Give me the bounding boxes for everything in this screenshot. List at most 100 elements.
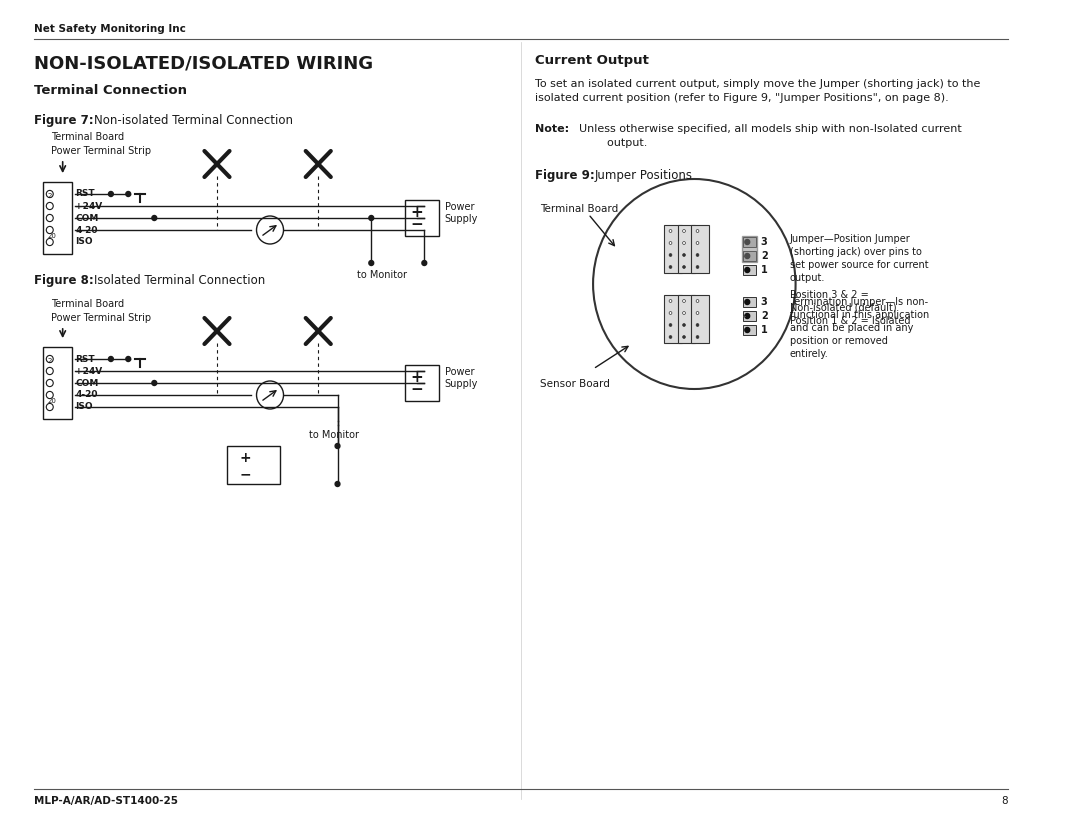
Text: 1: 1 [761,325,768,335]
Text: 20: 20 [48,233,56,239]
Circle shape [683,299,686,303]
Circle shape [745,254,750,259]
Text: Jumper—Position Jumper: Jumper—Position Jumper [789,234,910,244]
Text: Power Terminal Strip: Power Terminal Strip [51,146,151,156]
Bar [43,182,72,254]
Text: Net Safety Monitoring Inc: Net Safety Monitoring Inc [33,24,186,34]
Circle shape [697,299,699,303]
Bar [691,225,708,273]
Text: Position 1 & 2 = Isolated: Position 1 & 2 = Isolated [789,316,910,326]
Text: Isolated Terminal Connection: Isolated Terminal Connection [94,274,265,287]
Circle shape [697,254,699,256]
Text: 2: 2 [761,251,768,261]
Circle shape [697,229,699,233]
Text: Jumper Positions: Jumper Positions [595,169,693,182]
Circle shape [46,379,53,387]
Circle shape [126,192,131,197]
Bar [742,236,757,262]
Circle shape [422,260,427,265]
Text: position or removed: position or removed [789,336,888,346]
Text: +: + [410,370,423,385]
Circle shape [46,226,53,234]
Circle shape [152,380,157,385]
Circle shape [683,312,686,314]
Circle shape [369,215,374,220]
Circle shape [745,239,750,244]
Text: Position 3 & 2 =: Position 3 & 2 = [789,290,868,300]
Bar [664,295,681,343]
Circle shape [46,391,53,399]
Circle shape [126,356,131,361]
Circle shape [697,242,699,244]
Circle shape [670,229,672,233]
Circle shape [46,239,53,245]
Text: to Monitor: to Monitor [309,430,359,440]
Text: RST: RST [76,354,95,364]
Bar [405,200,438,236]
Text: ISO: ISO [76,238,93,247]
Text: Power
Supply: Power Supply [445,202,478,224]
Circle shape [745,314,750,319]
Text: 2: 2 [761,311,768,321]
Text: to Monitor: to Monitor [356,270,407,280]
Text: 3: 3 [761,297,768,307]
Bar [743,297,756,307]
Circle shape [745,299,750,304]
Circle shape [670,265,672,269]
Bar [405,365,438,401]
Circle shape [683,242,686,244]
Text: (shorting jack) over pins to: (shorting jack) over pins to [789,247,921,257]
Text: Terminal Board: Terminal Board [540,204,618,214]
Circle shape [683,265,686,269]
Text: −: − [410,382,423,397]
Circle shape [46,203,53,209]
Text: Termination Jumper—Is non-: Termination Jumper—Is non- [789,297,928,307]
Text: 4-20: 4-20 [76,390,97,399]
Bar [678,295,696,343]
Text: 2: 2 [48,359,52,364]
Text: 3: 3 [761,237,768,247]
Circle shape [108,192,113,197]
Text: 20: 20 [48,398,56,404]
Circle shape [670,324,672,326]
Text: Figure 7:: Figure 7: [33,114,93,127]
Bar [678,225,696,273]
Bar [743,265,756,275]
Circle shape [697,265,699,269]
Text: Current Output: Current Output [536,54,649,67]
Bar [743,251,756,261]
Circle shape [369,260,374,265]
Text: −: − [410,217,423,232]
Circle shape [335,444,340,449]
Circle shape [745,268,750,273]
Circle shape [697,335,699,339]
Text: Note:: Note: [536,124,569,134]
Text: and can be placed in any: and can be placed in any [789,323,914,333]
Text: 4-20: 4-20 [76,225,97,234]
Text: Figure 8:: Figure 8: [33,274,94,287]
Circle shape [46,214,53,222]
Bar [743,311,756,321]
Text: RST: RST [76,189,95,198]
Circle shape [670,312,672,314]
Circle shape [46,404,53,410]
Circle shape [152,215,157,220]
Bar [743,325,756,335]
Text: Figure 9:: Figure 9: [536,169,595,182]
Text: 2: 2 [48,193,52,199]
Circle shape [593,179,796,389]
Text: Terminal Board: Terminal Board [51,299,124,309]
Text: set power source for current: set power source for current [789,260,929,270]
Circle shape [697,312,699,314]
Circle shape [745,328,750,333]
Circle shape [670,299,672,303]
Text: Sensor Board: Sensor Board [540,379,610,389]
Circle shape [257,381,284,409]
Circle shape [683,324,686,326]
Text: Non-isolated Terminal Connection: Non-isolated Terminal Connection [94,114,293,127]
Circle shape [697,324,699,326]
Text: Power
Supply: Power Supply [445,367,478,389]
Text: functional in this application: functional in this application [789,310,929,320]
Text: +: + [240,451,251,465]
Bar [227,446,280,484]
